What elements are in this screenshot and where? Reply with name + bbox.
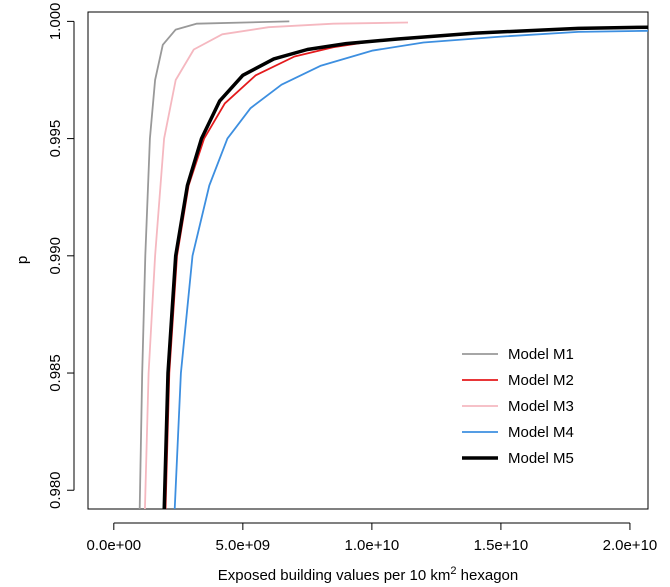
y-tick-label: 0.980: [47, 471, 64, 509]
y-tick-label: 0.995: [47, 120, 64, 158]
series-line-model-m4: [173, 29, 648, 509]
x-tick-label: 1.5e+10: [474, 537, 529, 554]
x-tick-label: 1.0e+10: [345, 537, 400, 554]
legend-label: Model M3: [508, 398, 574, 415]
series-line-model-m1: [138, 20, 290, 509]
plot-frame: [87, 11, 649, 510]
x-axis-title: Exposed building values per 10 km2 hexag…: [218, 565, 519, 584]
series-line-model-m2: [164, 26, 648, 509]
y-tick-label: 0.990: [47, 237, 64, 275]
y-axis: 0.980 0.985 0.990 0.995 1.000: [47, 3, 75, 509]
x-axis: 0.0e+00 5.0e+09 1.0e+10 1.5e+10 2.0e+10: [86, 522, 658, 554]
legend-label: Model M1: [508, 346, 574, 363]
y-axis-title: p: [14, 256, 31, 264]
x-axis-title-suffix: hexagon: [457, 567, 519, 584]
x-axis-title-main: Exposed building values per 10 km: [218, 567, 451, 584]
legend: Model M1 Model M2 Model M3 Model M4 Model M5: [462, 346, 574, 467]
x-axis-title-superscript: 2: [450, 565, 456, 577]
legend-label: Model M4: [508, 424, 574, 441]
legend-label: Model M5: [508, 450, 574, 467]
y-tick-label: 1.000: [47, 3, 64, 41]
y-tick-label: 0.985: [47, 354, 64, 392]
series-layer: [138, 20, 648, 509]
x-tick-label: 2.0e+10: [603, 537, 658, 554]
series-line-model-m5: [162, 25, 648, 509]
legend-label: Model M2: [508, 372, 574, 389]
x-tick-label: 5.0e+09: [216, 537, 271, 554]
series-line-model-m3: [144, 21, 409, 509]
x-tick-label: 0.0e+00: [86, 537, 141, 554]
